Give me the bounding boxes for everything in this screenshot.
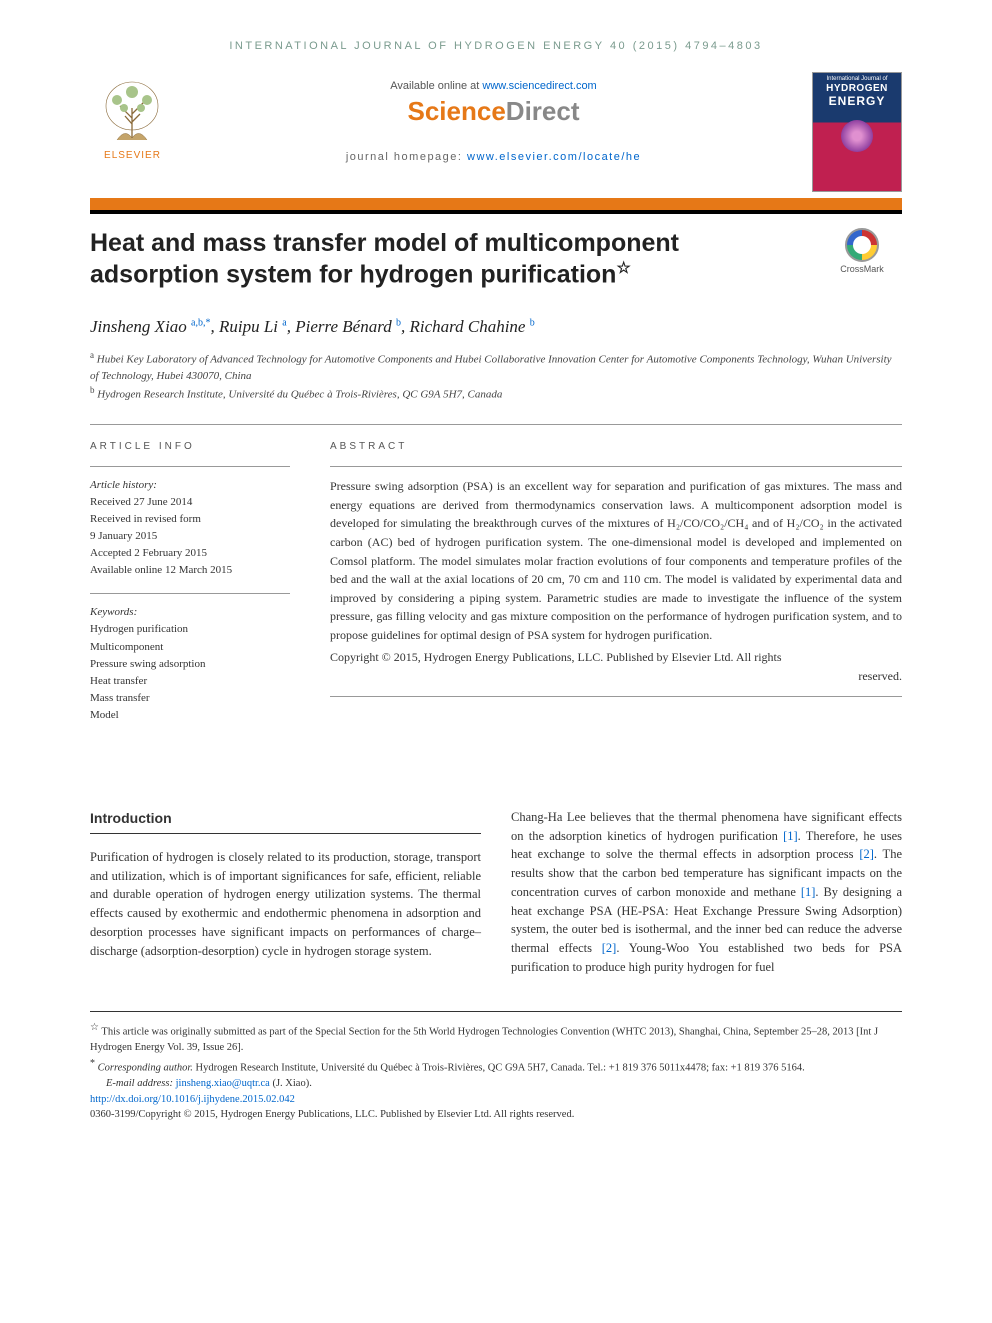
- elsevier-wordmark: ELSEVIER: [104, 150, 161, 161]
- footnote-1-text: This article was originally submitted as…: [90, 1026, 878, 1053]
- body-columns: Introduction Purification of hydrogen is…: [90, 808, 902, 977]
- available-prefix: Available online at: [390, 80, 482, 92]
- keywords-block: Keywords: Hydrogen purification Multicom…: [90, 604, 290, 723]
- info-divider: [90, 593, 290, 594]
- introduction-heading: Introduction: [90, 808, 481, 834]
- citation-link[interactable]: [2]: [859, 847, 874, 861]
- article-info-label: ARTICLE INFO: [90, 439, 290, 455]
- keyword: Multicomponent: [90, 639, 290, 656]
- orange-divider-bar: [90, 198, 902, 210]
- crossmark-badge[interactable]: CrossMark: [822, 228, 902, 274]
- abstract-bottom-divider: [330, 696, 902, 697]
- author-4-name: Richard Chahine: [409, 317, 525, 336]
- journal-homepage-link[interactable]: www.elsevier.com/locate/he: [467, 151, 641, 163]
- abstract-column: ABSTRACT Pressure swing adsorption (PSA)…: [330, 439, 902, 738]
- article-info-column: ARTICLE INFO Article history: Received 2…: [90, 439, 290, 738]
- keyword: Mass transfer: [90, 690, 290, 707]
- keyword: Pressure swing adsorption: [90, 656, 290, 673]
- corresponding-author-label: Corresponding author.: [98, 1062, 193, 1073]
- page: INTERNATIONAL JOURNAL OF HYDROGEN ENERGY…: [0, 0, 992, 1153]
- author-1-affil-sup: a,b,*: [191, 317, 210, 328]
- author-1-name: Jinsheng Xiao: [90, 317, 187, 336]
- history-line: Accepted 2 February 2015: [90, 545, 290, 562]
- article-history-block: Article history: Received 27 June 2014 R…: [90, 477, 290, 579]
- title-row: Heat and mass transfer model of multicom…: [90, 228, 902, 291]
- homepage-prefix: journal homepage:: [346, 151, 467, 163]
- email-line: E-mail address: jinsheng.xiao@uqtr.ca (J…: [90, 1076, 902, 1092]
- intro-paragraph-2: Chang-Ha Lee believes that the thermal p…: [511, 808, 902, 977]
- running-head: INTERNATIONAL JOURNAL OF HYDROGEN ENERGY…: [90, 40, 902, 52]
- doi-link[interactable]: http://dx.doi.org/10.1016/j.ijhydene.201…: [90, 1094, 295, 1105]
- citation-link[interactable]: [1]: [783, 829, 798, 843]
- history-line: 9 January 2015: [90, 528, 290, 545]
- affiliation-a: a Hubei Key Laboratory of Advanced Techn…: [90, 349, 902, 385]
- article-history-head: Article history:: [90, 477, 290, 494]
- email-suffix: (J. Xiao).: [270, 1078, 312, 1089]
- journal-homepage-text: journal homepage: www.elsevier.com/locat…: [190, 151, 797, 163]
- elsevier-logo: ELSEVIER: [90, 72, 175, 167]
- author-2-affil-sup: a: [282, 317, 286, 328]
- affiliations: a Hubei Key Laboratory of Advanced Techn…: [90, 349, 902, 404]
- info-divider: [90, 466, 290, 467]
- author-3-name: Pierre Bénard: [295, 317, 391, 336]
- available-online-text: Available online at www.sciencedirect.co…: [190, 80, 797, 92]
- header-block: ELSEVIER Available online at www.science…: [90, 72, 902, 192]
- keyword: Heat transfer: [90, 673, 290, 690]
- abstract-label: ABSTRACT: [330, 439, 902, 455]
- issn-copyright-line: 0360-3199/Copyright © 2015, Hydrogen Ene…: [90, 1107, 902, 1123]
- affiliation-b: b Hydrogen Research Institute, Universit…: [90, 384, 902, 403]
- body-column-right: Chang-Ha Lee believes that the thermal p…: [511, 808, 902, 977]
- abstract-text: Pressure swing adsorption (PSA) is an ex…: [330, 477, 902, 644]
- author-2-name: Ruipu Li: [219, 317, 278, 336]
- sd-brand-direct: Direct: [506, 96, 580, 126]
- affil-b-text: Hydrogen Research Institute, Université …: [97, 389, 502, 401]
- affil-a-text: Hubei Key Laboratory of Advanced Technol…: [90, 353, 892, 382]
- cover-energy: ENERGY: [813, 94, 901, 108]
- crossmark-label: CrossMark: [840, 264, 884, 274]
- keyword: Hydrogen purification: [90, 621, 290, 638]
- title-footnote-star-icon: ☆: [616, 260, 630, 277]
- info-abstract-row: ARTICLE INFO Article history: Received 2…: [90, 439, 902, 738]
- abstract-divider: [330, 466, 902, 467]
- crossmark-icon: [845, 228, 879, 262]
- abstract-copyright-1: Copyright © 2015, Hydrogen Energy Public…: [330, 648, 902, 667]
- title-text: Heat and mass transfer model of multicom…: [90, 229, 679, 289]
- authors-line: Jinsheng Xiao a,b,*, Ruipu Li a, Pierre …: [90, 317, 902, 337]
- cover-small-title: International Journal of: [813, 73, 901, 82]
- black-divider-bar: [90, 210, 902, 214]
- elsevier-tree-icon: [95, 78, 170, 148]
- affil-b-sup: b: [90, 385, 95, 395]
- footnote-1: ☆ This article was originally submitted …: [90, 1020, 902, 1056]
- keywords-head: Keywords:: [90, 604, 290, 621]
- body-column-left: Introduction Purification of hydrogen is…: [90, 808, 481, 977]
- footnote-2-marker-icon: *: [90, 1058, 95, 1069]
- email-link[interactable]: jinsheng.xiao@uqtr.ca: [176, 1078, 270, 1089]
- cover-graphic-icon: [841, 120, 873, 152]
- affil-a-sup: a: [90, 350, 94, 360]
- footnote-1-marker-icon: ☆: [90, 1022, 99, 1033]
- author-4-affil-sup: b: [530, 317, 535, 328]
- history-line: Received in revised form: [90, 511, 290, 528]
- sciencedirect-logo: ScienceDirect: [190, 96, 797, 127]
- footnotes: ☆ This article was originally submitted …: [90, 1011, 902, 1124]
- abstract-copyright-2: reserved.: [330, 667, 902, 686]
- citation-link[interactable]: [1]: [801, 885, 816, 899]
- email-label: E-mail address:: [106, 1078, 176, 1089]
- section-divider: [90, 424, 902, 425]
- journal-cover-thumbnail: International Journal of HYDROGEN ENERGY: [812, 72, 902, 192]
- keyword: Model: [90, 707, 290, 724]
- intro-paragraph-1: Purification of hydrogen is closely rela…: [90, 848, 481, 961]
- history-line: Available online 12 March 2015: [90, 562, 290, 579]
- author-3-affil-sup: b: [396, 317, 401, 328]
- citation-link[interactable]: [2]: [602, 941, 617, 955]
- sciencedirect-link[interactable]: www.sciencedirect.com: [482, 80, 596, 92]
- footnote-2-text: Hydrogen Research Institute, Université …: [193, 1062, 805, 1073]
- cover-hydrogen: HYDROGEN: [813, 82, 901, 94]
- footnote-2: * Corresponding author. Hydrogen Researc…: [90, 1056, 902, 1076]
- sd-brand-science: Science: [408, 96, 506, 126]
- article-title: Heat and mass transfer model of multicom…: [90, 228, 802, 291]
- history-line: Received 27 June 2014: [90, 494, 290, 511]
- center-header: Available online at www.sciencedirect.co…: [190, 72, 797, 163]
